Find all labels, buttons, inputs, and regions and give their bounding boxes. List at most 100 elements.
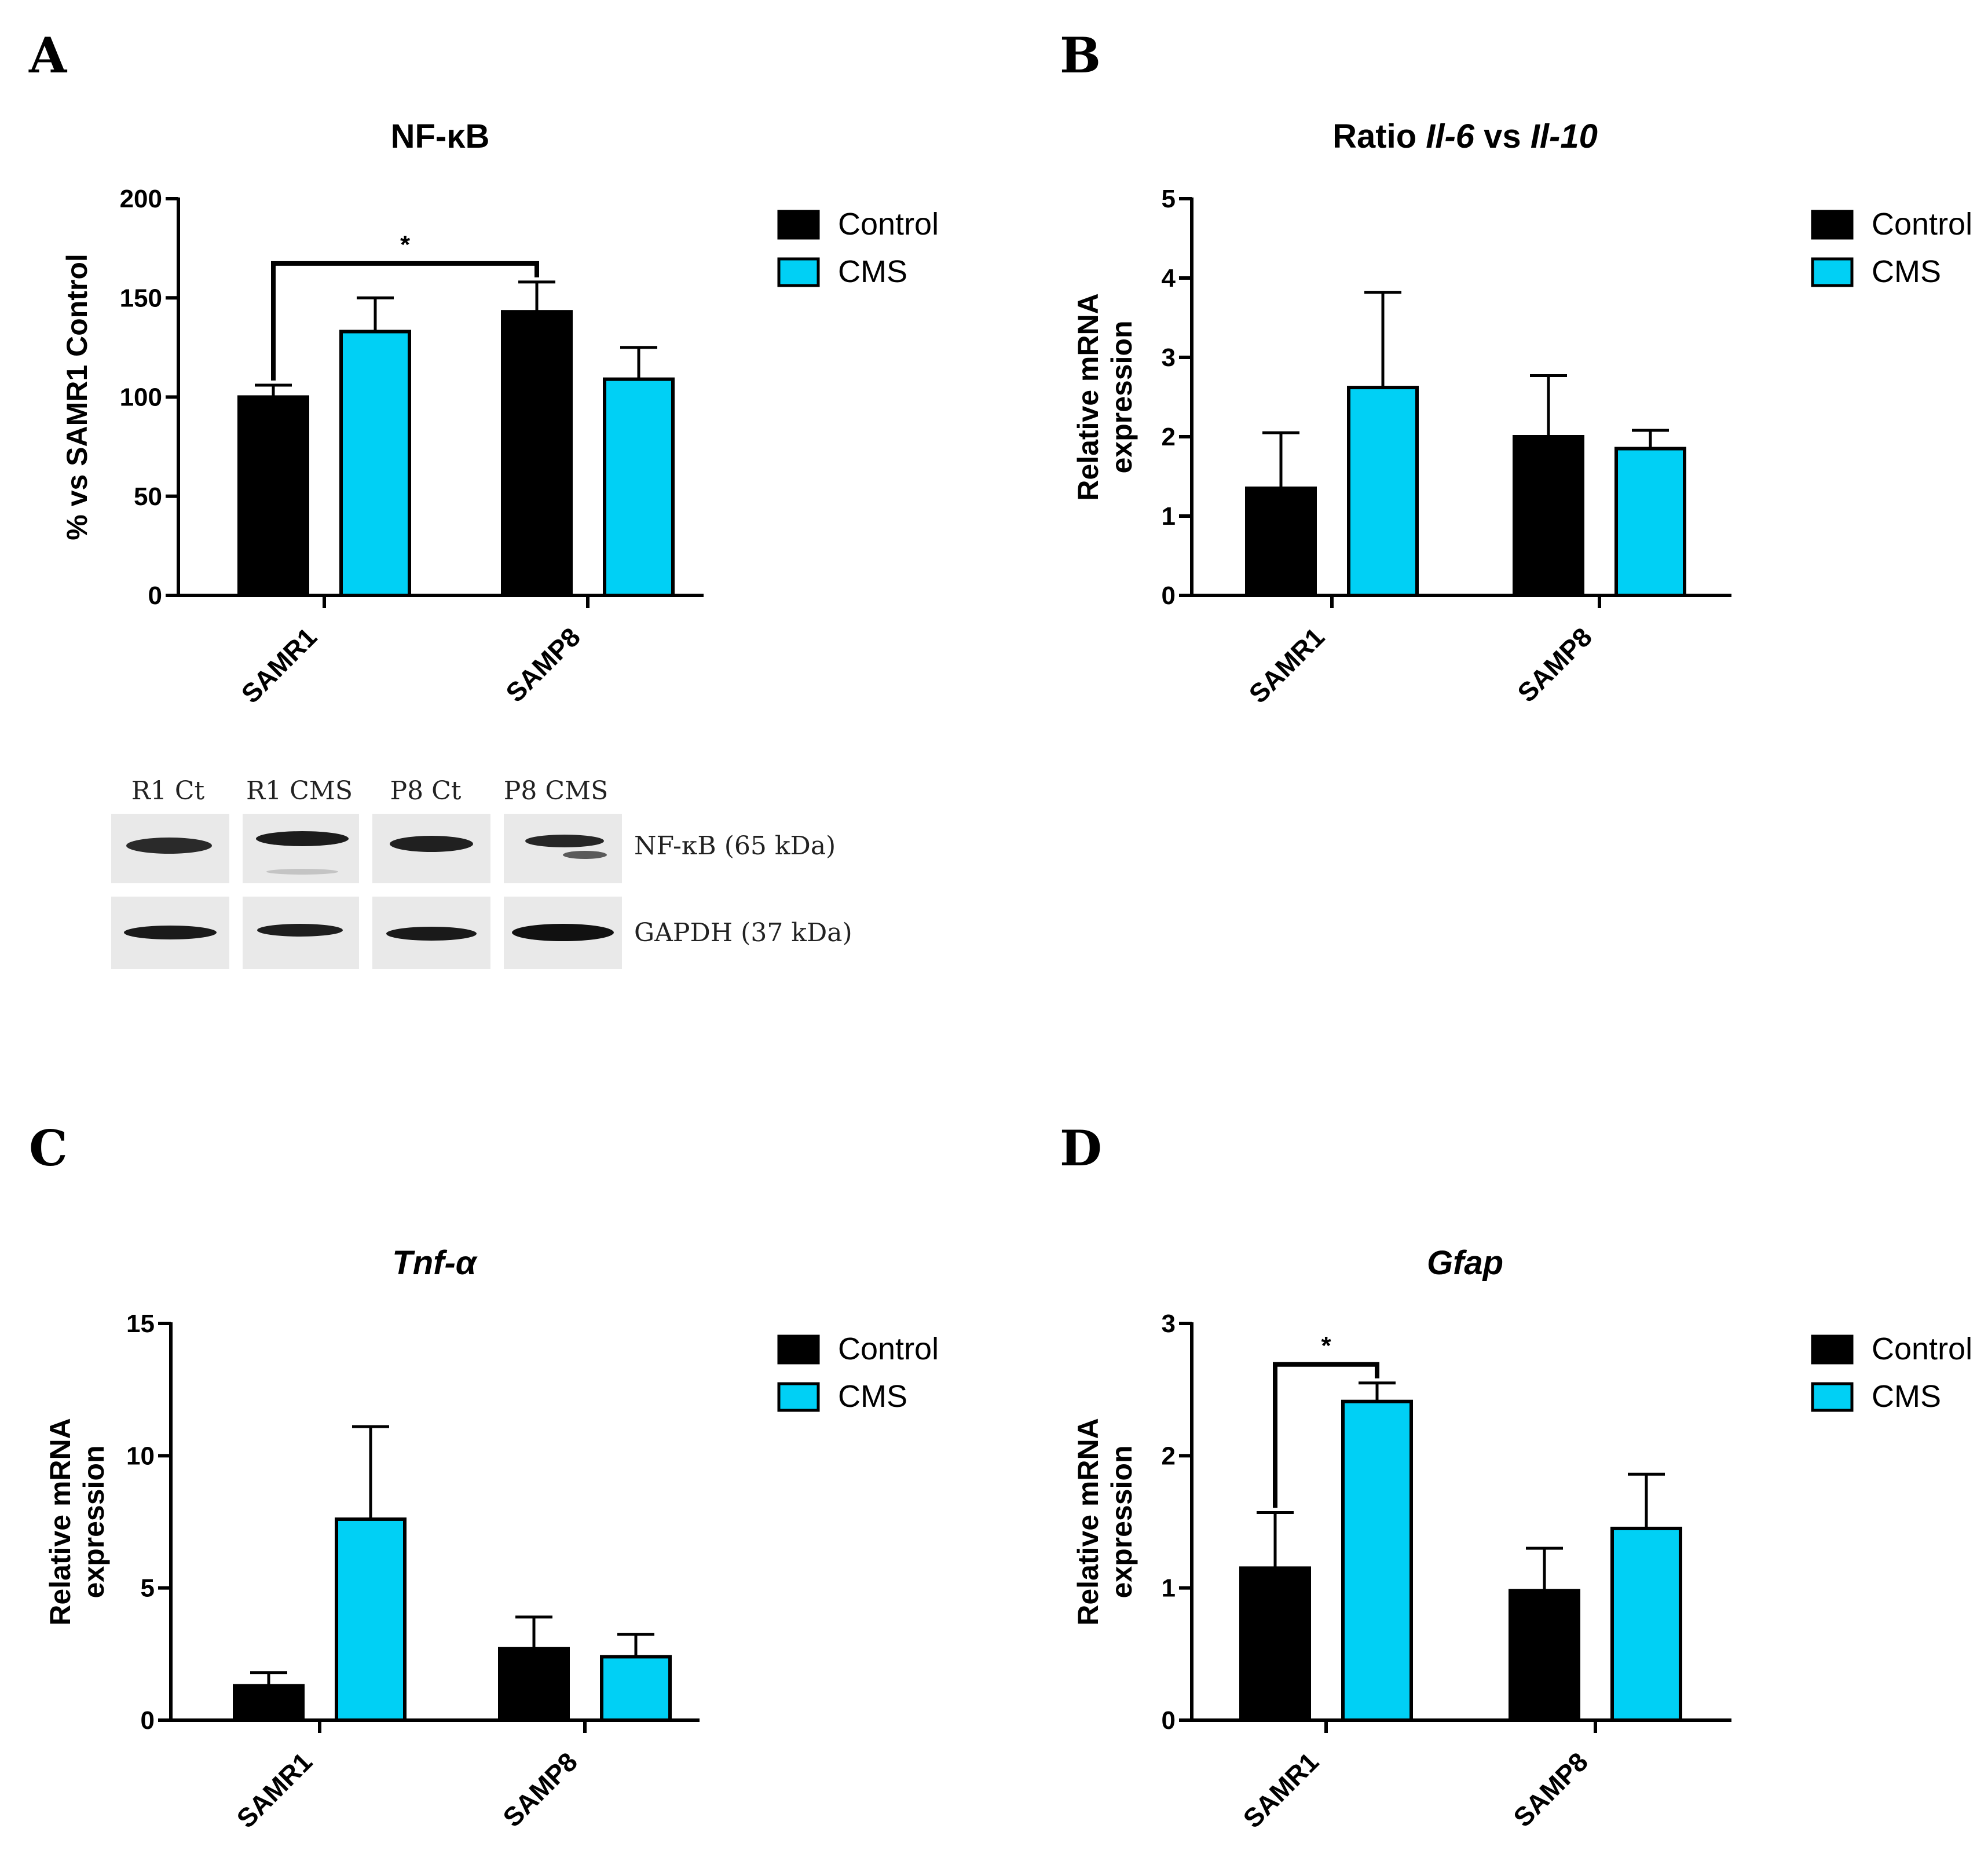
y-tick-label: 2 bbox=[1162, 1442, 1176, 1470]
blot-band bbox=[124, 926, 217, 939]
legend-label: Control bbox=[838, 1332, 939, 1366]
legend-label: Control bbox=[838, 207, 939, 242]
blot-row-label: NF-κB (65 kDa) bbox=[634, 831, 836, 861]
y-tick-label: 0 bbox=[1162, 582, 1176, 610]
legend-swatch bbox=[1811, 1334, 1854, 1365]
blot-band bbox=[386, 927, 477, 941]
panel-letter-a: A bbox=[28, 27, 68, 84]
bar bbox=[603, 377, 675, 597]
x-tick-label: SAMP8 bbox=[1511, 621, 1598, 708]
blot-band bbox=[525, 835, 604, 847]
y-tick-label: 15 bbox=[126, 1310, 155, 1338]
bar bbox=[335, 1517, 407, 1723]
legend-swatch bbox=[777, 1334, 820, 1365]
legend-swatch bbox=[1811, 210, 1854, 240]
bar bbox=[339, 330, 411, 597]
y-axis-label: Relative mRNA bbox=[1072, 1418, 1104, 1625]
y-tick-label: 200 bbox=[120, 185, 162, 213]
legend-label: Control bbox=[1872, 1332, 1972, 1366]
x-tick-label: SAMR1 bbox=[1243, 621, 1330, 709]
bar bbox=[1245, 487, 1317, 597]
chart-title: NF-κB bbox=[391, 118, 490, 155]
y-tick-label: 0 bbox=[141, 1706, 155, 1735]
blot-lane-label: R1 Ct bbox=[131, 776, 205, 806]
bar bbox=[233, 1684, 305, 1722]
western-blot: R1 Ct R1 CMS P8 Ct P8 CMS NF-κB (65 kDa)… bbox=[111, 776, 852, 969]
y-tick-label: 3 bbox=[1162, 343, 1176, 372]
chart-gfap: Gfap 0 1 2 3 Relative mRNA expression SAMR1 SAMP… bbox=[1072, 1244, 1972, 1834]
blot-band bbox=[126, 838, 212, 854]
blot-lane-label: P8 CMS bbox=[504, 776, 608, 806]
legend-swatch bbox=[1811, 1382, 1854, 1412]
y-axis-label: Relative mRNA bbox=[44, 1418, 76, 1625]
bar bbox=[237, 395, 309, 597]
y-tick-label: 3 bbox=[1162, 1310, 1176, 1338]
significance-label: * bbox=[1321, 1332, 1331, 1360]
bar bbox=[1614, 447, 1686, 597]
bar bbox=[1509, 1589, 1580, 1723]
blot-lane-bg bbox=[504, 814, 622, 883]
y-tick-label: 0 bbox=[1162, 1706, 1176, 1735]
chart-tnf-alpha: Tnf-α 0 5 10 15 Relative mRNA expression SAMR1 S… bbox=[44, 1244, 939, 1834]
panel-letter-c: C bbox=[29, 1120, 68, 1177]
panel-letter-d: D bbox=[1060, 1120, 1102, 1177]
y-axis-label: expression bbox=[78, 1445, 110, 1598]
legend-label: CMS bbox=[838, 254, 907, 289]
bar bbox=[498, 1647, 570, 1722]
bar bbox=[1513, 435, 1584, 597]
x-tick-label: SAMP8 bbox=[500, 621, 586, 708]
bar bbox=[1341, 1399, 1413, 1722]
y-tick-label: 4 bbox=[1162, 264, 1176, 292]
y-tick-label: 2 bbox=[1162, 423, 1176, 451]
x-tick-label: SAMR1 bbox=[1237, 1746, 1324, 1834]
significance-bracket bbox=[271, 261, 539, 381]
blot-lane-label: P8 Ct bbox=[390, 776, 462, 806]
blot-band bbox=[563, 851, 607, 859]
chart-title-part: vs bbox=[1474, 118, 1531, 155]
chart-title-part: Il-6 bbox=[1426, 118, 1475, 155]
chart-title: Tnf-α bbox=[392, 1244, 477, 1282]
bar bbox=[1239, 1566, 1311, 1723]
blot-band bbox=[257, 924, 343, 937]
legend-label: CMS bbox=[1872, 1379, 1941, 1414]
y-tick-label: 1 bbox=[1162, 1574, 1176, 1603]
blot-band bbox=[512, 924, 614, 941]
chart-title-part: Ratio bbox=[1332, 118, 1426, 155]
y-axis-label: expression bbox=[1105, 1445, 1138, 1598]
legend-swatch bbox=[1811, 257, 1854, 287]
blot-band bbox=[256, 831, 349, 846]
y-tick-label: 5 bbox=[1162, 185, 1176, 213]
legend-swatch bbox=[777, 210, 820, 240]
chart-il6-il10-ratio: Ratio Il-6 vs Il-10 0 1 2 3 4 5 Relative mRNA ex… bbox=[1072, 118, 1972, 709]
y-tick-label: 50 bbox=[134, 482, 162, 511]
bar bbox=[501, 310, 573, 597]
y-axis-label: Relative mRNA bbox=[1072, 293, 1104, 500]
significance-bracket bbox=[1273, 1362, 1379, 1508]
blot-band bbox=[266, 869, 338, 875]
significance-label: * bbox=[400, 231, 411, 259]
x-tick-label: SAMR1 bbox=[230, 1746, 318, 1834]
y-tick-label: 150 bbox=[120, 284, 162, 312]
blot-band bbox=[390, 836, 473, 852]
y-tick-label: 10 bbox=[126, 1442, 155, 1470]
chart-title: Gfap bbox=[1427, 1244, 1503, 1282]
chart-title-part: Il-10 bbox=[1531, 118, 1598, 155]
chart-nfkb: NF-κB 0 50 100 150 200 % vs SAMR1 Control SAMR1… bbox=[61, 118, 939, 709]
blot-lane-label: R1 CMS bbox=[246, 776, 353, 806]
x-tick-label: SAMP8 bbox=[497, 1746, 583, 1833]
y-tick-label: 1 bbox=[1162, 502, 1176, 531]
bar bbox=[1610, 1526, 1682, 1723]
legend-swatch bbox=[777, 257, 820, 287]
bar bbox=[1347, 386, 1419, 597]
panel-letter-b: B bbox=[1060, 27, 1101, 84]
legend-swatch bbox=[777, 1382, 820, 1412]
y-axis-label: % vs SAMR1 Control bbox=[61, 254, 93, 540]
chart-title-part: Tnf-α bbox=[392, 1244, 477, 1282]
legend-label: CMS bbox=[1872, 254, 1941, 289]
x-tick-label: SAMP8 bbox=[1507, 1746, 1594, 1833]
chart-title-part: Gfap bbox=[1427, 1244, 1503, 1282]
chart-title: Ratio Il-6 vs Il-10 bbox=[1332, 118, 1598, 155]
y-tick-label: 5 bbox=[141, 1574, 155, 1603]
legend-label: CMS bbox=[838, 1379, 907, 1414]
